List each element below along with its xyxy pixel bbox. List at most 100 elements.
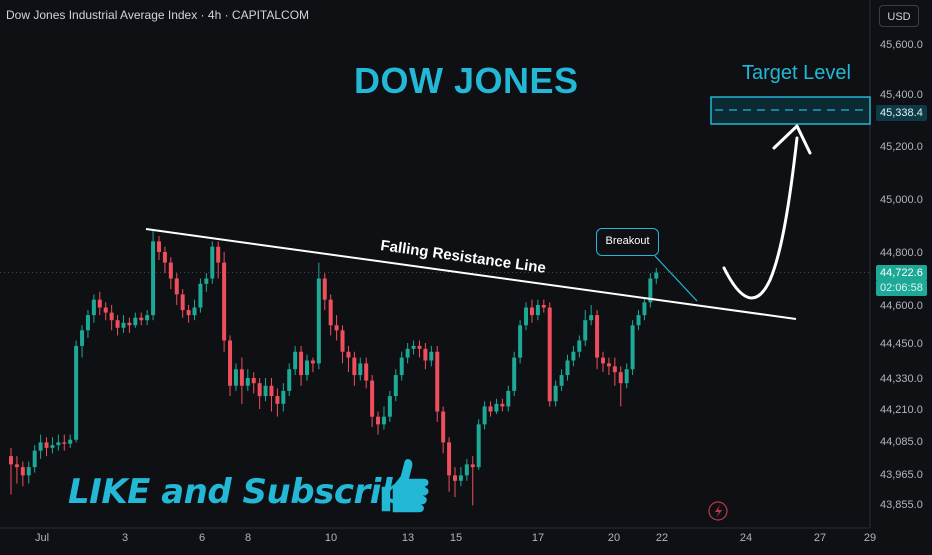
candle bbox=[14, 464, 19, 468]
candle bbox=[228, 340, 233, 386]
candle bbox=[541, 305, 546, 308]
x-tick-label: 20 bbox=[608, 532, 620, 544]
candle bbox=[186, 310, 191, 316]
x-tick-label: 27 bbox=[814, 532, 826, 544]
candle bbox=[316, 278, 321, 364]
candle bbox=[157, 241, 161, 252]
candle bbox=[115, 320, 120, 328]
y-tick-label: 45,600.0 bbox=[880, 39, 923, 51]
candle bbox=[216, 246, 221, 263]
candle bbox=[435, 351, 440, 412]
candle bbox=[222, 262, 227, 341]
candle bbox=[275, 396, 280, 404]
y-tick-label: 44,600.0 bbox=[880, 300, 923, 312]
candle bbox=[482, 406, 487, 425]
candle bbox=[239, 369, 244, 386]
candle bbox=[648, 278, 653, 303]
y-tick-label: 44,210.0 bbox=[880, 404, 923, 416]
candle bbox=[535, 305, 540, 316]
candle bbox=[322, 278, 327, 300]
candle bbox=[624, 369, 629, 384]
candle bbox=[518, 325, 523, 358]
candle bbox=[192, 307, 197, 316]
candle bbox=[488, 406, 493, 412]
candle bbox=[293, 351, 298, 370]
candle bbox=[642, 302, 647, 316]
candle bbox=[376, 416, 381, 425]
candle bbox=[583, 320, 588, 341]
y-tick-label: 45,200.0 bbox=[880, 141, 923, 153]
candle bbox=[287, 369, 292, 391]
currency-selector[interactable]: USD bbox=[879, 5, 919, 27]
candle bbox=[429, 351, 434, 361]
x-tick-label: 22 bbox=[656, 532, 668, 544]
resistance-label: Falling Resistance Line bbox=[379, 237, 546, 277]
y-tick-label: 45,400.0 bbox=[880, 89, 923, 101]
candle bbox=[334, 325, 339, 331]
candle bbox=[470, 464, 475, 468]
projection-arrow bbox=[722, 136, 799, 300]
resistance-line bbox=[145, 228, 797, 320]
y-tick-label: 44,085.0 bbox=[880, 436, 923, 448]
candle-countdown: 02:06:58 bbox=[876, 280, 927, 296]
candle bbox=[606, 363, 611, 367]
y-tick-label: 45,000.0 bbox=[880, 194, 923, 206]
candle bbox=[370, 380, 375, 417]
candle bbox=[281, 390, 286, 404]
candle bbox=[393, 375, 398, 397]
y-tick-label: 43,965.0 bbox=[880, 469, 923, 481]
candle bbox=[524, 307, 529, 326]
x-tick-label: 15 bbox=[450, 532, 462, 544]
candle bbox=[233, 369, 238, 386]
candle bbox=[269, 385, 274, 397]
last-price-tag: 44,722.6 bbox=[876, 265, 927, 281]
candle bbox=[245, 378, 250, 386]
candle bbox=[174, 278, 179, 295]
candle bbox=[9, 456, 13, 465]
x-tick-label: 8 bbox=[245, 532, 251, 544]
candle bbox=[38, 442, 43, 451]
candle bbox=[417, 345, 422, 349]
candle bbox=[151, 241, 156, 316]
x-tick-label: 17 bbox=[532, 532, 544, 544]
candle bbox=[458, 475, 463, 481]
like-subscribe-text: LIKE and Subscribe bbox=[68, 472, 428, 512]
breakout-callout: Breakout bbox=[596, 228, 659, 256]
x-tick-label: 29 bbox=[864, 532, 876, 544]
x-tick-label: 13 bbox=[402, 532, 414, 544]
candle bbox=[204, 278, 209, 284]
candle bbox=[358, 363, 363, 376]
candle bbox=[139, 317, 144, 321]
candle bbox=[423, 348, 428, 361]
candle bbox=[103, 307, 108, 313]
candle bbox=[310, 360, 315, 364]
x-tick-label: 10 bbox=[325, 532, 337, 544]
x-tick-label: 3 bbox=[122, 532, 128, 544]
candle bbox=[346, 351, 351, 358]
breakout-pointer bbox=[654, 255, 698, 302]
y-tick-label: 43,855.0 bbox=[880, 499, 923, 511]
candle bbox=[198, 283, 203, 308]
candle bbox=[411, 345, 416, 349]
candle bbox=[589, 315, 594, 321]
candle bbox=[512, 357, 517, 391]
candle bbox=[447, 442, 452, 476]
candle bbox=[305, 360, 309, 376]
candle bbox=[405, 348, 410, 358]
candle bbox=[441, 411, 446, 443]
candle bbox=[601, 357, 605, 364]
candle bbox=[85, 315, 90, 331]
thumbs-up-icon bbox=[380, 457, 430, 514]
candle bbox=[263, 385, 268, 397]
candle bbox=[257, 383, 262, 397]
lightning-icon[interactable] bbox=[708, 501, 728, 521]
candle bbox=[32, 450, 37, 468]
candle bbox=[121, 322, 126, 328]
candle bbox=[340, 330, 345, 352]
candle bbox=[352, 357, 357, 376]
candle bbox=[547, 307, 552, 402]
candle bbox=[612, 366, 617, 373]
candle bbox=[62, 442, 67, 444]
